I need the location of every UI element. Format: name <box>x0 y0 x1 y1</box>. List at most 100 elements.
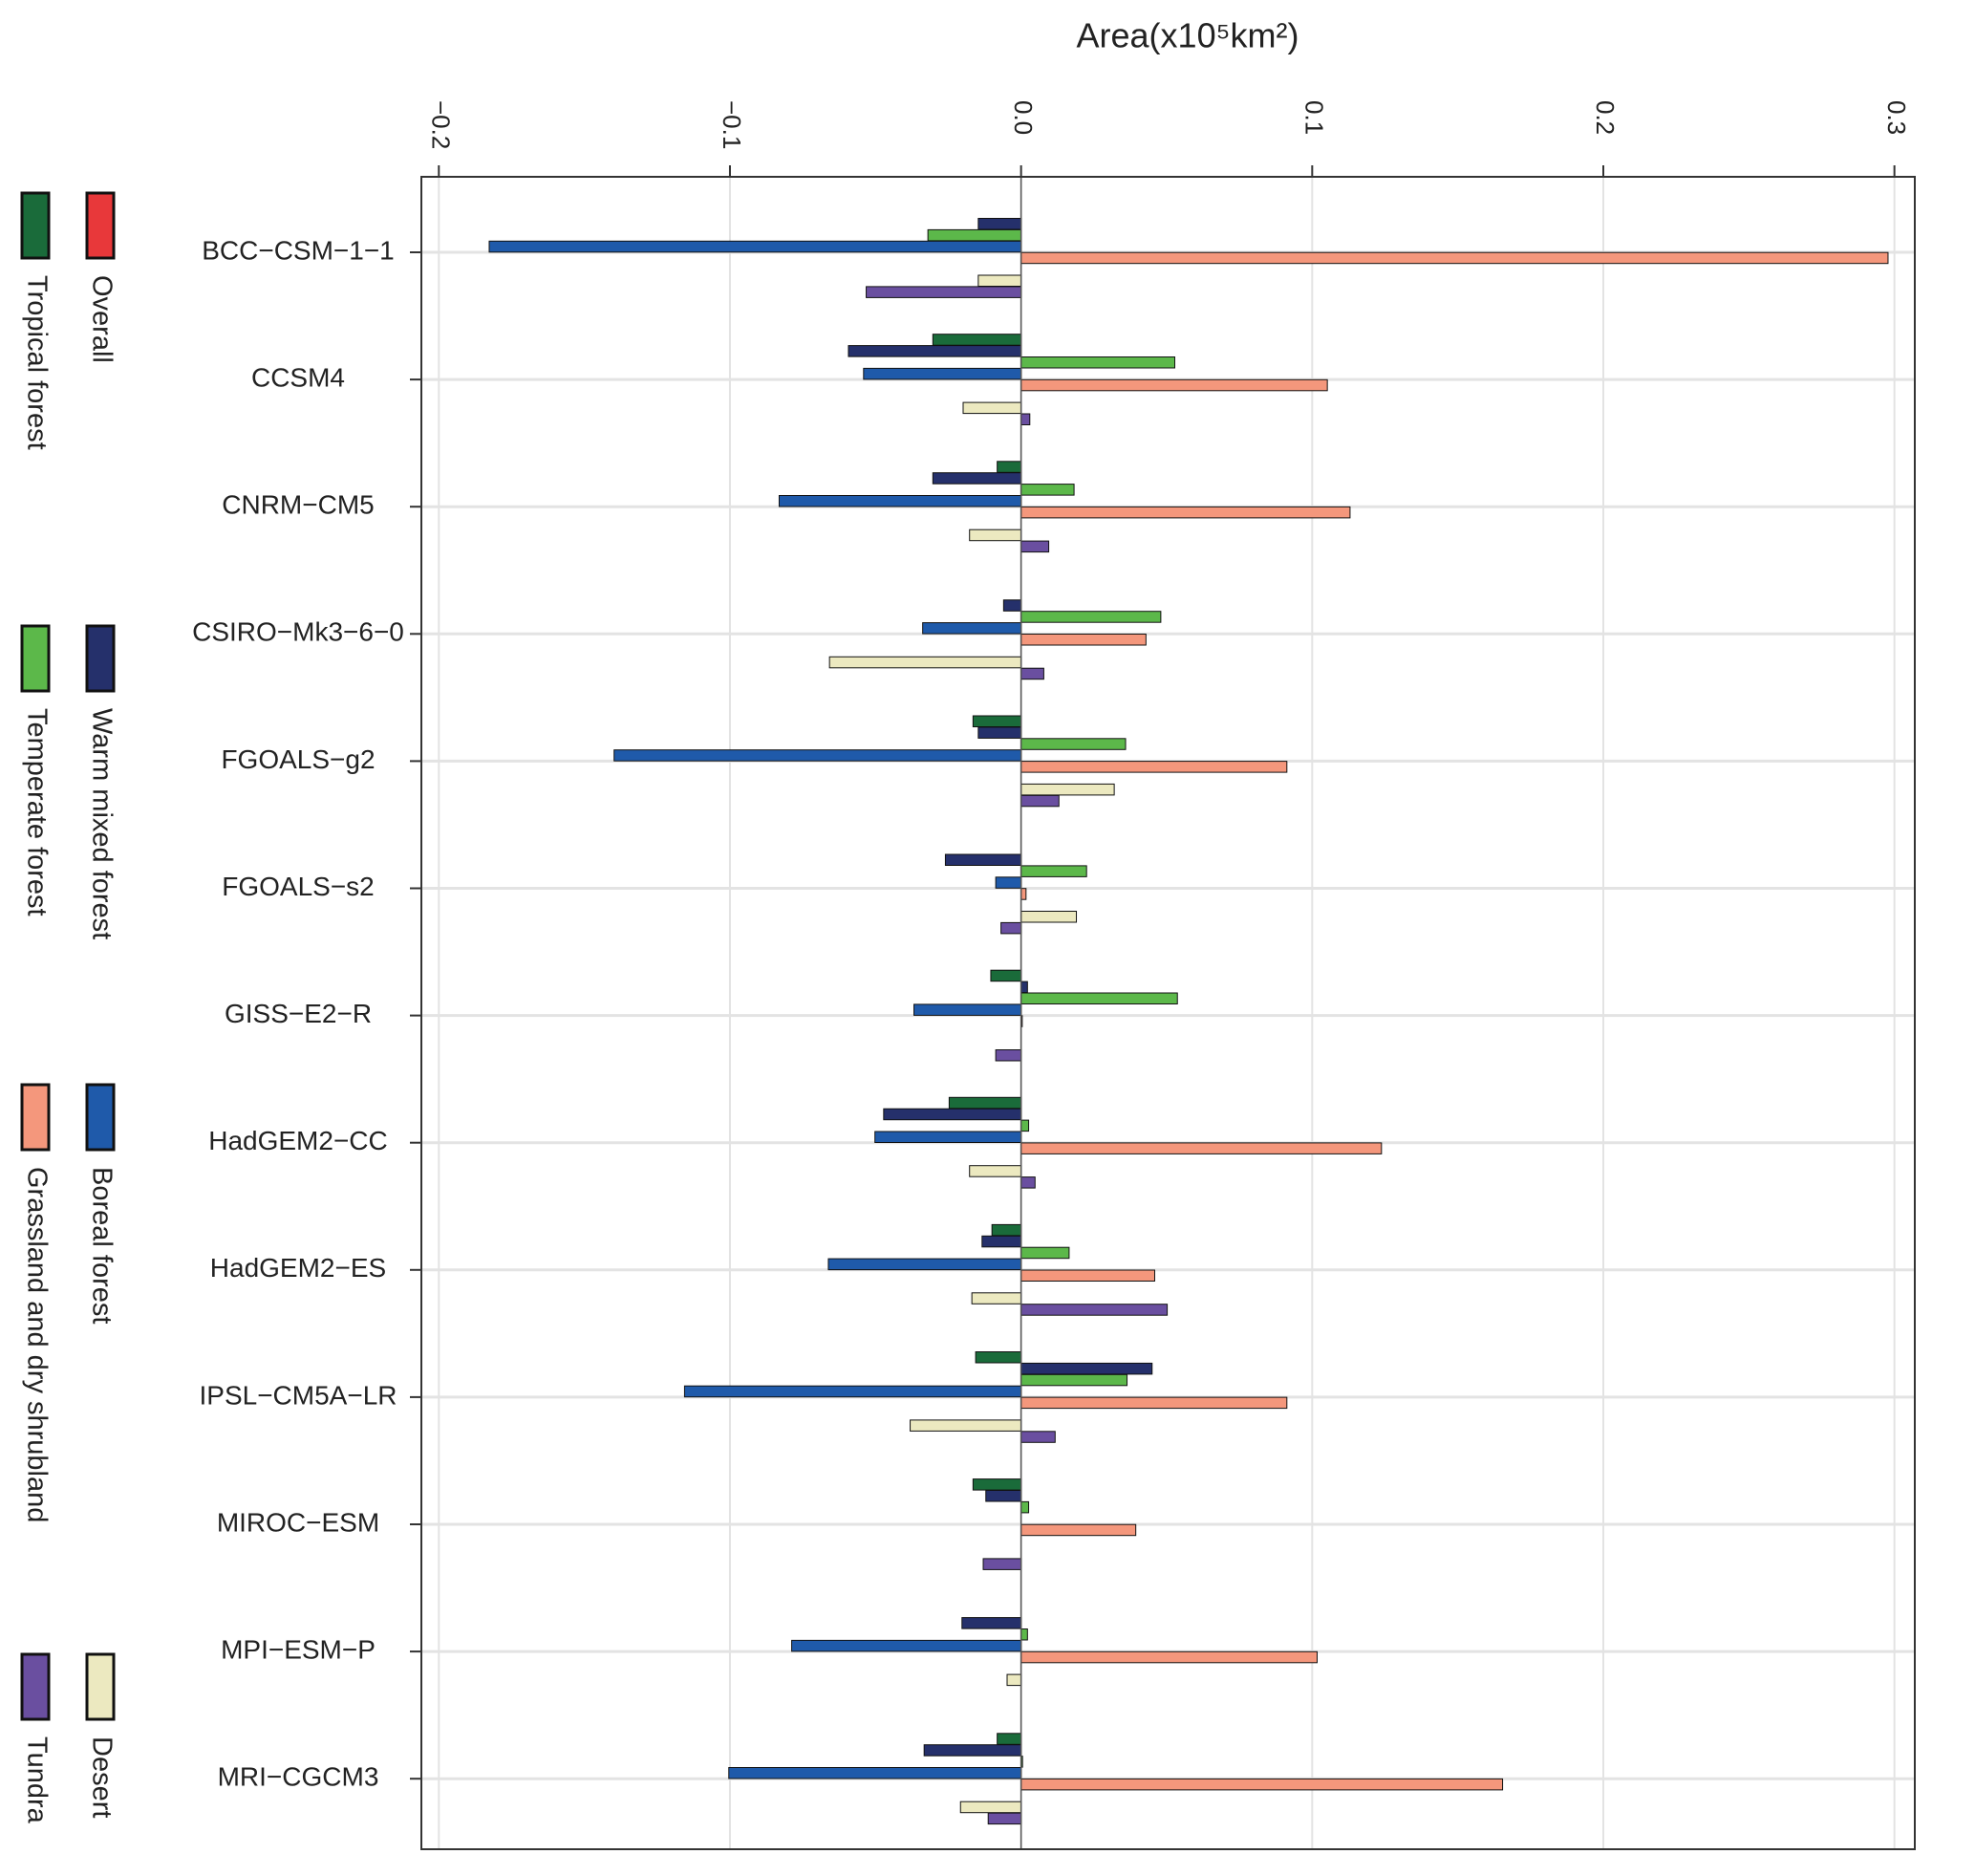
bar <box>1000 921 1022 935</box>
bar <box>1020 783 1115 796</box>
bar <box>972 715 1022 727</box>
bar <box>961 1617 1022 1629</box>
bar <box>1020 794 1060 808</box>
bar <box>1020 1396 1288 1410</box>
bar <box>1020 1523 1137 1537</box>
bar <box>613 749 1022 762</box>
bar <box>1020 1269 1155 1282</box>
bar <box>977 726 1022 739</box>
legend-swatch <box>85 1083 116 1152</box>
bar <box>1020 1176 1036 1189</box>
legend-label: Temperate forest <box>21 708 52 916</box>
bar <box>791 1639 1022 1652</box>
x-tick-label: −0.1 <box>718 100 746 149</box>
bar <box>975 1351 1022 1364</box>
bar <box>1020 484 1075 496</box>
bar <box>1020 992 1178 1004</box>
bar <box>1020 356 1176 369</box>
legend-swatch <box>20 191 51 260</box>
bar <box>982 1558 1022 1570</box>
x-tick-label: 0.0 <box>1009 100 1038 135</box>
bar <box>1020 1362 1153 1375</box>
bar <box>944 853 1022 866</box>
bar <box>1020 1500 1030 1514</box>
y-tick-label: CNRM−CM5 <box>222 490 374 520</box>
bar <box>977 274 1022 287</box>
bar <box>1020 667 1044 680</box>
bar <box>977 218 1022 230</box>
legend-swatch <box>85 191 116 260</box>
bar <box>932 334 1022 346</box>
bar <box>1020 251 1889 265</box>
bar <box>962 401 1022 415</box>
y-tick-label: MRI−CGCM3 <box>218 1762 379 1792</box>
legend-swatch <box>85 624 116 693</box>
legend-label: Boreal forest <box>86 1167 117 1324</box>
bar <box>1020 911 1078 923</box>
y-tick-label: BCC−CSM−1−1 <box>202 235 395 265</box>
bar <box>1020 1142 1383 1154</box>
legend-swatch <box>20 1083 51 1152</box>
x-tick-label: 0.1 <box>1299 100 1328 135</box>
bar <box>1020 634 1147 646</box>
y-tick-label: FGOALS−g2 <box>221 744 375 774</box>
y-tick-label: MPI−ESM−P <box>221 1634 376 1664</box>
bar <box>1020 1246 1070 1260</box>
y-tick-label: FGOALS−s2 <box>222 872 375 901</box>
bar <box>969 1165 1022 1177</box>
x-tick-label: 0.3 <box>1882 100 1911 135</box>
legend-label: Tropical forest <box>21 275 52 450</box>
bar <box>981 1235 1022 1248</box>
bar <box>1020 888 1027 900</box>
bar <box>927 228 1022 242</box>
bar <box>728 1767 1022 1779</box>
bar <box>1020 865 1087 877</box>
bar <box>1020 413 1031 425</box>
bar <box>985 1490 1022 1502</box>
bar <box>995 1049 1022 1062</box>
bar <box>863 367 1022 380</box>
bar <box>990 969 1022 982</box>
bar <box>683 1385 1022 1398</box>
x-tick-label: 0.2 <box>1591 100 1620 135</box>
bar <box>1020 506 1351 519</box>
y-tick-label: CCSM4 <box>251 362 345 392</box>
bar <box>997 1733 1022 1745</box>
bar <box>1020 1778 1504 1791</box>
bar <box>948 1096 1022 1110</box>
bar <box>922 622 1022 635</box>
legend-swatch <box>85 1652 116 1721</box>
bar <box>1020 1304 1169 1316</box>
legend-swatch <box>20 1652 51 1721</box>
legend-swatch <box>20 624 51 693</box>
bar <box>883 1108 1022 1121</box>
bar <box>910 1419 1022 1432</box>
bar <box>923 1744 1022 1757</box>
bar <box>1020 738 1127 750</box>
bar <box>995 876 1022 889</box>
bar <box>1020 1373 1128 1387</box>
bar <box>997 461 1022 473</box>
y-tick-label: MIROC−ESM <box>217 1507 379 1537</box>
bar <box>1020 761 1288 773</box>
legend-label: Desert <box>86 1736 117 1818</box>
bar <box>1020 611 1162 623</box>
bar <box>1006 1673 1022 1687</box>
bar <box>972 1478 1022 1491</box>
bar <box>1020 378 1328 392</box>
bar <box>1020 1650 1318 1664</box>
bar <box>987 1812 1022 1825</box>
bar <box>1002 599 1022 612</box>
bar <box>1020 540 1050 553</box>
bar <box>991 1223 1022 1237</box>
x-tick-label: −0.2 <box>426 100 455 149</box>
bar <box>1020 1628 1028 1641</box>
bar <box>1020 1119 1030 1132</box>
bar <box>488 240 1022 253</box>
y-tick-label: HadGEM2−CC <box>208 1126 388 1155</box>
bar <box>848 345 1022 357</box>
x-axis-title: Area(x10⁵km²) <box>1077 16 1299 55</box>
bar <box>969 528 1022 542</box>
bar <box>827 1258 1022 1271</box>
